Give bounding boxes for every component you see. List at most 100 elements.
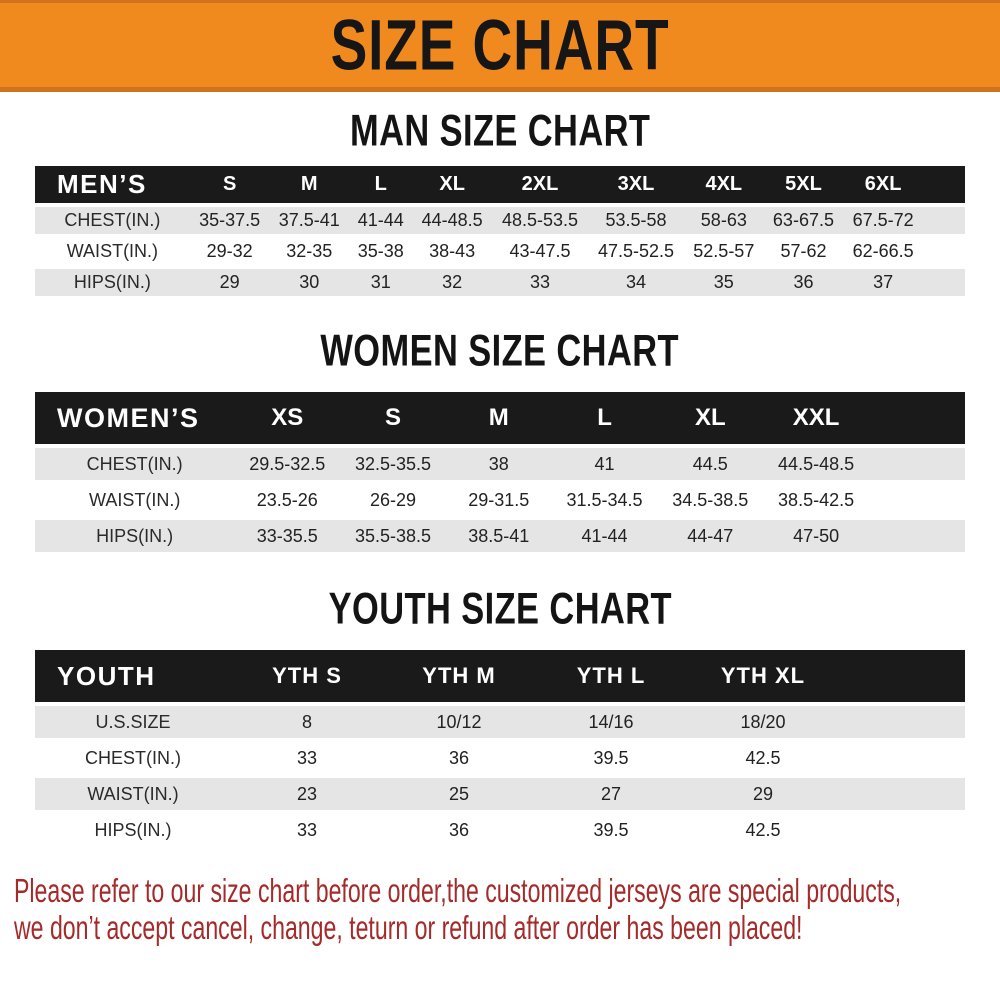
measurement-value-cell: 36 bbox=[383, 812, 535, 850]
measurement-row: WAIST(IN.) 29-32 32-35 35-38 38-43 43-47.5 47.… bbox=[35, 236, 965, 269]
measurement-row: HIPS(IN.) 33-35.5 35.5-38.5 38.5-41 41-44 44-… bbox=[35, 518, 965, 556]
section-men: MAN SIZE CHART MEN’S S M L XL 2XL 3XL 4XL 5XL 6XL… bbox=[0, 92, 1000, 300]
measurement-value-cell: 44.5 bbox=[657, 446, 764, 484]
measurement-row: CHEST(IN.) 29.5-32.5 32.5-35.5 38 41 44.5 44.5… bbox=[35, 446, 965, 484]
measurement-row-label: WAIST(IN.) bbox=[35, 776, 231, 814]
measurement-value-cell: 25 bbox=[383, 776, 535, 814]
measurement-value-cell: 38-43 bbox=[412, 236, 492, 269]
measurement-value-cell: 58-63 bbox=[684, 205, 764, 238]
measurement-value-cell: 37.5-41 bbox=[269, 205, 350, 238]
measurement-row-label: U.S.SIZE bbox=[35, 704, 231, 742]
measurement-value-cell: 39.5 bbox=[535, 740, 687, 778]
size-column-header: S bbox=[189, 166, 270, 207]
women-section-title: WOMEN SIZE CHART bbox=[0, 300, 1000, 392]
women-section-title-text: WOMEN SIZE CHART bbox=[320, 325, 680, 376]
table-group-label: MEN’S bbox=[35, 166, 190, 207]
measurement-row: HIPS(IN.) 29 30 31 32 33 34 35 36 37 bbox=[35, 267, 965, 300]
measurement-value-cell: 48.5-53.5 bbox=[492, 205, 588, 238]
measurement-value-cell: 62-66.5 bbox=[843, 236, 923, 269]
notice-line-2: we don’t accept cancel, change, teturn o… bbox=[14, 909, 1000, 946]
men-section-title: MAN SIZE CHART bbox=[0, 92, 1000, 166]
measurement-value-cell: 29 bbox=[189, 267, 270, 300]
measurement-value-cell: 23 bbox=[231, 776, 383, 814]
footer-notice: Please refer to our size chart before or… bbox=[14, 872, 1000, 946]
row-filler-cell bbox=[869, 446, 965, 484]
row-filler-cell bbox=[923, 205, 965, 238]
measurement-row-label: HIPS(IN.) bbox=[35, 518, 235, 556]
measurement-value-cell: 33 bbox=[231, 812, 383, 850]
measurement-value-cell: 33 bbox=[492, 267, 588, 300]
measurement-row-label: HIPS(IN.) bbox=[35, 812, 231, 850]
measurement-value-cell: 26-29 bbox=[340, 482, 446, 520]
measurement-row: CHEST(IN.) 35-37.5 37.5-41 41-44 44-48.5 48.5… bbox=[35, 205, 965, 238]
measurement-value-cell: 35 bbox=[684, 267, 764, 300]
size-column-header: 4XL bbox=[684, 166, 764, 207]
banner: SIZE CHART bbox=[0, 0, 1000, 92]
size-column-header: XXL bbox=[763, 392, 869, 448]
measurement-row-label: CHEST(IN.) bbox=[35, 740, 231, 778]
header-filler-cell bbox=[869, 392, 965, 448]
notice-line-2-text: we don’t accept cancel, change, teturn o… bbox=[14, 909, 803, 946]
measurement-value-cell: 67.5-72 bbox=[843, 205, 923, 238]
row-filler-cell bbox=[839, 704, 965, 742]
size-column-header: XL bbox=[412, 166, 492, 207]
measurement-value-cell: 36 bbox=[383, 740, 535, 778]
measurement-value-cell: 34.5-38.5 bbox=[657, 482, 764, 520]
measurement-value-cell: 10/12 bbox=[383, 704, 535, 742]
measurement-value-cell: 43-47.5 bbox=[492, 236, 588, 269]
men-section-title-text: MAN SIZE CHART bbox=[349, 105, 651, 156]
measurement-value-cell: 32-35 bbox=[269, 236, 350, 269]
size-column-header: 5XL bbox=[763, 166, 844, 207]
measurement-value-cell: 30 bbox=[269, 267, 350, 300]
table-header-row: WOMEN’S XS S M L XL XXL bbox=[35, 392, 965, 448]
measurement-value-cell: 41 bbox=[551, 446, 658, 484]
measurement-value-cell: 47.5-52.5 bbox=[588, 236, 684, 269]
measurement-value-cell: 33-35.5 bbox=[234, 518, 341, 556]
measurement-row-label: CHEST(IN.) bbox=[35, 205, 190, 238]
measurement-value-cell: 34 bbox=[588, 267, 684, 300]
measurement-value-cell: 33 bbox=[231, 740, 383, 778]
women-size-table: WOMEN’S XS S M L XL XXL CHEST(IN.) 29.5-32.5 32.5… bbox=[35, 392, 965, 556]
measurement-row-label: WAIST(IN.) bbox=[35, 482, 235, 520]
measurement-value-cell: 8 bbox=[231, 704, 383, 742]
measurement-value-cell: 44-47 bbox=[657, 518, 764, 556]
measurement-value-cell: 37 bbox=[843, 267, 923, 300]
size-column-header: M bbox=[269, 166, 350, 207]
row-filler-cell bbox=[869, 518, 965, 556]
measurement-value-cell: 32.5-35.5 bbox=[340, 446, 446, 484]
measurement-value-cell: 38 bbox=[445, 446, 552, 484]
size-column-header: YTH S bbox=[231, 650, 383, 706]
section-women: WOMEN SIZE CHART WOMEN’S XS S M L XL XXL CHEST(… bbox=[0, 300, 1000, 556]
measurement-value-cell: 44-48.5 bbox=[412, 205, 492, 238]
row-filler-cell bbox=[923, 267, 965, 300]
measurement-row: HIPS(IN.) 33 36 39.5 42.5 bbox=[35, 812, 965, 850]
size-column-header: XL bbox=[657, 392, 764, 448]
measurement-row-label: HIPS(IN.) bbox=[35, 267, 190, 300]
measurement-value-cell: 41-44 bbox=[349, 205, 413, 238]
measurement-value-cell: 23.5-26 bbox=[234, 482, 341, 520]
size-column-header: S bbox=[340, 392, 446, 448]
men-size-table: MEN’S S M L XL 2XL 3XL 4XL 5XL 6XL CHEST(IN.) 35-37… bbox=[35, 166, 965, 300]
table-group-label: WOMEN’S bbox=[35, 392, 235, 448]
measurement-value-cell: 38.5-41 bbox=[445, 518, 552, 556]
measurement-row: CHEST(IN.) 33 36 39.5 42.5 bbox=[35, 740, 965, 778]
row-filler-cell bbox=[839, 776, 965, 814]
size-column-header: YTH M bbox=[383, 650, 535, 706]
youth-size-table: YOUTH YTH S YTH M YTH L YTH XL U.S.SIZE 8 10/12… bbox=[35, 650, 965, 850]
size-column-header: 3XL bbox=[588, 166, 684, 207]
header-filler-cell bbox=[839, 650, 965, 706]
youth-section-title-text: YOUTH SIZE CHART bbox=[328, 583, 672, 634]
measurement-value-cell: 42.5 bbox=[687, 740, 839, 778]
measurement-value-cell: 14/16 bbox=[535, 704, 687, 742]
size-column-header: L bbox=[551, 392, 658, 448]
measurement-value-cell: 39.5 bbox=[535, 812, 687, 850]
measurement-value-cell: 35.5-38.5 bbox=[340, 518, 446, 556]
measurement-value-cell: 29.5-32.5 bbox=[234, 446, 341, 484]
measurement-value-cell: 29 bbox=[687, 776, 839, 814]
size-column-header: 6XL bbox=[843, 166, 923, 207]
table-header-row: MEN’S S M L XL 2XL 3XL 4XL 5XL 6XL bbox=[35, 166, 965, 207]
measurement-value-cell: 29-32 bbox=[189, 236, 270, 269]
notice-line-1-text: Please refer to our size chart before or… bbox=[14, 872, 902, 909]
row-filler-cell bbox=[923, 236, 965, 269]
size-chart-page: SIZE CHART MAN SIZE CHART MEN’S S M L XL 2XL 3… bbox=[0, 0, 1000, 946]
